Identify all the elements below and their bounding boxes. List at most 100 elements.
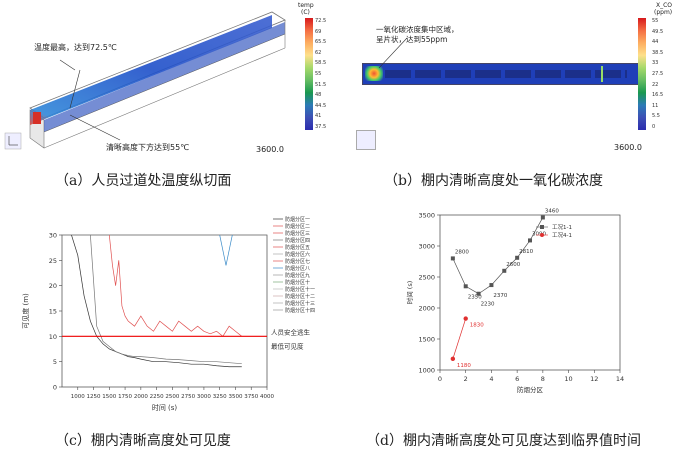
x-axis-label: 防烟分区: [517, 385, 544, 394]
series-line: [219, 234, 233, 266]
legend-entry: 防烟分区二: [285, 223, 310, 230]
data-label: 2810: [519, 249, 533, 255]
x-tick-label: 4: [489, 375, 493, 383]
legend-entry: 防烟分区十一: [285, 286, 315, 293]
temp-scale-ticks: 72.5 69 65.5 62 58.5 55 51.5 48 44.5 41 37.5: [315, 18, 331, 130]
data-label: 2600: [506, 262, 520, 268]
legend-entry: 防烟分区九: [285, 272, 310, 279]
series-line: [452, 217, 544, 295]
scale-tick-label: 0: [652, 124, 656, 130]
x-tick-label: 1250: [87, 394, 101, 400]
co-concentration-strip: [362, 63, 639, 85]
scale-tick-label: 44.5: [315, 102, 327, 109]
x-tick-label: 2: [464, 375, 468, 383]
x-tick-label: 3750: [244, 394, 258, 400]
scale-tick-label: 58.5: [315, 60, 327, 67]
annotation-max-temperature: 温度最高，达到72.5℃: [34, 43, 117, 52]
axis-triad-icon: [4, 132, 22, 150]
data-label: 2230: [481, 302, 495, 308]
x-tick-label: 12: [590, 375, 598, 383]
panel-b-co-concentration: 一氧化碳浓度集中区域， 呈片状，达到55ppm 3600.0 X_CO (ppm…: [352, 0, 688, 165]
series-line: [71, 234, 242, 368]
scale-tick-label: 55: [652, 18, 659, 24]
caption-c: （c）棚内清晰高度处可见度: [55, 433, 231, 449]
scale-tick-label: 72.5: [315, 18, 327, 24]
co-color-scale: [638, 18, 646, 130]
series-line: [108, 234, 242, 337]
time-stamp: 3600.0: [256, 145, 284, 154]
x-tick-label: 0: [438, 375, 442, 383]
legend-entry: 工况4-1: [552, 232, 572, 239]
legend-entry: 工况1-1: [552, 224, 572, 231]
temp-scale-title: temp: [298, 2, 314, 9]
data-label: 1830: [470, 323, 484, 329]
panel-a-temperature-slice: 温度最高，达到72.5℃ 清晰高度下方达到55℃ 3600.0 temp (C)…: [0, 0, 330, 165]
x-tick-label: 1750: [118, 394, 132, 400]
y-tick-label: 10: [49, 333, 57, 341]
data-point: [476, 291, 481, 296]
legend-entry: 防烟分区四: [285, 237, 310, 244]
scale-tick-label: 44: [652, 39, 659, 46]
x-tick-label: 2750: [181, 394, 195, 400]
threshold-label: 人员安全逃生: [271, 327, 311, 336]
data-point: [450, 356, 456, 362]
legend-entry: 防烟分区十: [285, 279, 310, 286]
x-tick-label: 10: [564, 375, 572, 383]
time-stamp: 3600.0: [614, 143, 642, 152]
x-tick-label: 1500: [102, 394, 116, 400]
y-tick-label: 2000: [418, 305, 435, 313]
y-tick-label: 0: [53, 384, 57, 392]
scale-tick-label: 38.5: [652, 49, 664, 56]
legend-entry: 防烟分区六: [285, 251, 310, 258]
x-tick-label: 14: [616, 375, 624, 383]
caption-b: （b）棚内清晰高度处一氧化碳浓度: [384, 173, 603, 189]
y-tick-label: 1000: [418, 367, 435, 375]
x-tick-label: 3000: [197, 394, 211, 400]
x-tick-label: 2250: [150, 394, 164, 400]
scale-tick-label: 11: [652, 102, 659, 109]
critical-time-scatter-chart: 1000 1500 2000 2500 3000 3500 0 2 4 6 8 10 12 14 防烟分区 时…: [405, 208, 624, 394]
x-tick-label: 2500: [165, 394, 179, 400]
data-label: 3090: [532, 231, 546, 237]
scale-tick-label: 33: [652, 60, 659, 67]
series-line: [90, 234, 242, 365]
threshold-label: 最低可见度: [271, 341, 304, 350]
y-tick-label: 1500: [418, 336, 435, 344]
x-tick-label: 2000: [134, 394, 148, 400]
y-tick-label: 3500: [418, 212, 435, 220]
scale-tick-label: 55: [315, 71, 322, 77]
x-tick-label: 4000: [260, 394, 274, 400]
legend-entry: 防烟分区八: [285, 265, 310, 272]
data-point: [528, 238, 532, 243]
caption-d: （d）棚内清晰高度处可见度达到临界值时间: [366, 433, 641, 449]
co-scale-ticks: 55 49.5 44 38.5 33 27.5 22 16.5 11 5.5 0: [652, 18, 672, 130]
data-label: 2370: [493, 293, 507, 299]
annotation-co-region-line1: 一氧化碳浓度集中区域，: [376, 25, 459, 34]
y-tick-label: 5: [53, 358, 57, 366]
caption-a: （a）人员过道处温度纵切面: [55, 173, 232, 189]
data-point: [463, 284, 468, 289]
y-tick-label: 15: [49, 308, 57, 316]
visibility-line-chart: 0 5 10 15 20 25 30 1000 1250 1500 1750 2000 2250 2500…: [21, 216, 315, 412]
scale-tick-label: 22: [652, 81, 659, 88]
data-point: [502, 268, 507, 273]
scale-tick-label: 65.5: [315, 39, 327, 46]
data-label: 2350: [468, 294, 482, 300]
y-tick-label: 25: [49, 257, 57, 265]
annotation-co-region-line2: 呈片状，达到55ppm: [376, 35, 448, 44]
data-label: 1180: [457, 363, 471, 369]
y-axis-label: 可见度 (m): [21, 293, 30, 329]
axis-triad-icon: [356, 130, 376, 150]
data-label: 3460: [545, 208, 559, 214]
legend-entry: 防烟分区七: [285, 258, 310, 265]
x-tick-label: 6: [515, 375, 519, 383]
legend-entry: 防烟分区十四: [285, 307, 315, 314]
series-line: [452, 318, 467, 359]
data-point: [515, 255, 520, 260]
y-tick-label: 3000: [418, 243, 435, 251]
x-tick-label: 1000: [71, 394, 85, 400]
scale-tick-label: 16.5: [652, 92, 664, 99]
y-tick-label: 30: [49, 232, 57, 240]
x-tick-label: 3500: [228, 394, 242, 400]
temp-color-scale: [305, 18, 313, 130]
